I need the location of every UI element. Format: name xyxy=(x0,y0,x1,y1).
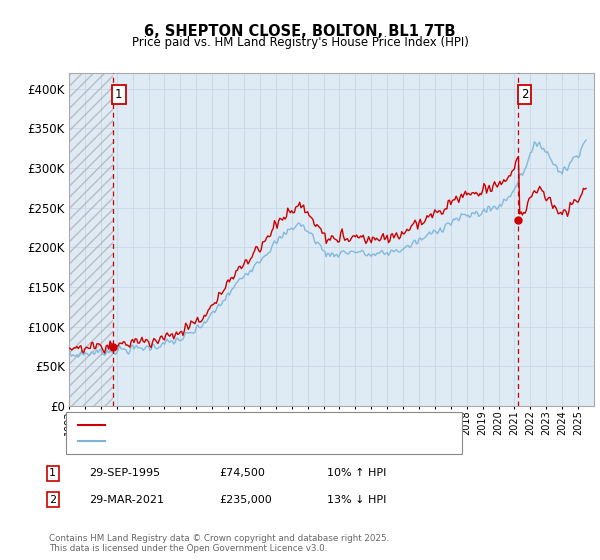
Text: 1: 1 xyxy=(49,468,56,478)
Text: £74,500: £74,500 xyxy=(219,468,265,478)
Text: Contains HM Land Registry data © Crown copyright and database right 2025.
This d: Contains HM Land Registry data © Crown c… xyxy=(49,534,389,553)
Text: £235,000: £235,000 xyxy=(219,494,272,505)
Text: 29-MAR-2021: 29-MAR-2021 xyxy=(89,494,164,505)
Text: 2: 2 xyxy=(49,494,56,505)
Text: 29-SEP-1995: 29-SEP-1995 xyxy=(89,468,160,478)
Text: Price paid vs. HM Land Registry's House Price Index (HPI): Price paid vs. HM Land Registry's House … xyxy=(131,36,469,49)
Text: HPI: Average price, detached house, Bolton: HPI: Average price, detached house, Bolt… xyxy=(111,436,349,446)
Text: 6, SHEPTON CLOSE, BOLTON, BL1 7TB: 6, SHEPTON CLOSE, BOLTON, BL1 7TB xyxy=(144,24,456,39)
Text: 13% ↓ HPI: 13% ↓ HPI xyxy=(327,494,386,505)
Text: 6, SHEPTON CLOSE, BOLTON, BL1 7TB (detached house): 6, SHEPTON CLOSE, BOLTON, BL1 7TB (detac… xyxy=(111,419,419,430)
Text: 1: 1 xyxy=(115,88,122,101)
Text: 2: 2 xyxy=(521,88,529,101)
Text: 10% ↑ HPI: 10% ↑ HPI xyxy=(327,468,386,478)
